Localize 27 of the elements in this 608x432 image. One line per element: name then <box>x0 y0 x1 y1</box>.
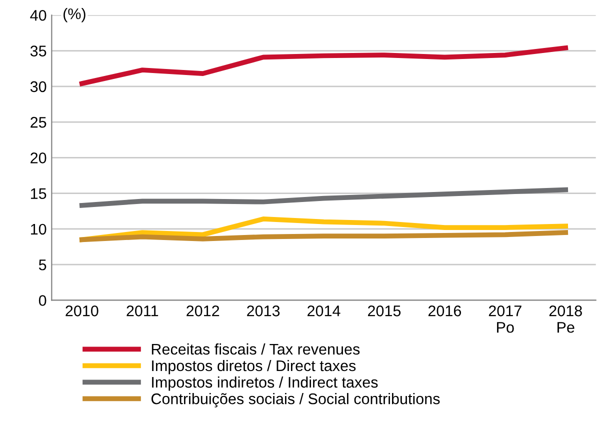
y-tick-label: 30 <box>30 81 46 92</box>
y-tick-label: 20 <box>30 152 46 164</box>
legend-label: Receitas fiscais / Tax revenues <box>152 343 360 355</box>
legend-label: Impostos diretos / Direct taxes <box>152 360 356 374</box>
line-series <box>79 230 568 242</box>
y-tick-label: 0 <box>38 295 46 306</box>
y-tick-label: 10 <box>30 224 46 235</box>
line-series <box>79 187 568 208</box>
x-tick-label: 2017 Po <box>488 306 522 333</box>
y-tick-label: 40 <box>30 10 46 21</box>
x-tick-label: 2013 <box>247 306 280 316</box>
legend-label: Impostos indiretos / Indirect taxes <box>152 376 378 391</box>
line-series <box>79 45 568 86</box>
x-tick-label: 2018 Pe <box>549 306 582 333</box>
x-tick-label: 2016 <box>428 306 462 316</box>
x-tick-label: 2011 <box>126 306 158 316</box>
y-axis-title: (%) <box>64 8 86 22</box>
x-tick-label: 2012 <box>186 306 220 316</box>
x-tick-label: 2015 <box>368 306 401 316</box>
y-tick-label: 15 <box>30 188 46 200</box>
y-tick-label: 5 <box>38 260 46 270</box>
y-tick-label: 35 <box>30 46 46 56</box>
line-series <box>79 216 568 242</box>
legend-label: Contribuições sociais / Social contributions <box>151 393 440 408</box>
x-tick-label: 2010 <box>66 306 98 316</box>
y-tick-label: 25 <box>30 116 46 128</box>
x-tick-label: 2014 <box>308 306 340 316</box>
